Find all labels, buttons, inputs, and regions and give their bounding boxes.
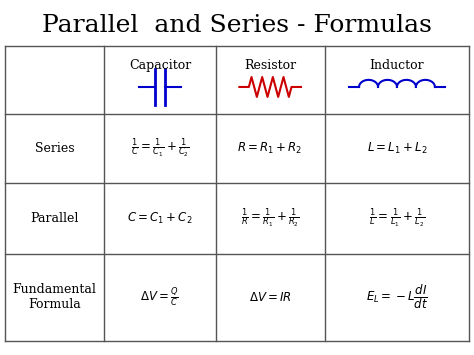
Text: $L = L_1 + L_2$: $L = L_1 + L_2$ (367, 141, 427, 156)
Text: $R = R_1 + R_2$: $R = R_1 + R_2$ (237, 141, 303, 156)
Text: Resistor: Resistor (244, 59, 296, 72)
Text: Inductor: Inductor (370, 59, 424, 72)
Text: $E_L = -L\dfrac{dI}{dt}$: $E_L = -L\dfrac{dI}{dt}$ (366, 284, 428, 311)
Text: Capacitor: Capacitor (129, 59, 191, 72)
Text: $\Delta V = \frac{Q}{C}$: $\Delta V = \frac{Q}{C}$ (140, 286, 180, 309)
Text: Parallel  and Series - Formulas: Parallel and Series - Formulas (42, 14, 432, 37)
Text: Parallel: Parallel (30, 212, 79, 225)
Text: $C = C_1 + C_2$: $C = C_1 + C_2$ (127, 211, 193, 226)
Text: $\frac{1}{L} = \frac{1}{L_1} + \frac{1}{L_2}$: $\frac{1}{L} = \frac{1}{L_1} + \frac{1}{… (369, 207, 425, 230)
Text: Series: Series (35, 142, 74, 155)
Text: $\Delta V = IR$: $\Delta V = IR$ (249, 291, 292, 304)
Text: $\frac{1}{R} = \frac{1}{R_1} + \frac{1}{R_2}$: $\frac{1}{R} = \frac{1}{R_1} + \frac{1}{… (241, 207, 300, 230)
Text: $\frac{1}{C} = \frac{1}{C_1} + \frac{1}{C_2}$: $\frac{1}{C} = \frac{1}{C_1} + \frac{1}{… (130, 137, 190, 160)
Text: Fundamental
Formula: Fundamental Formula (13, 283, 96, 311)
